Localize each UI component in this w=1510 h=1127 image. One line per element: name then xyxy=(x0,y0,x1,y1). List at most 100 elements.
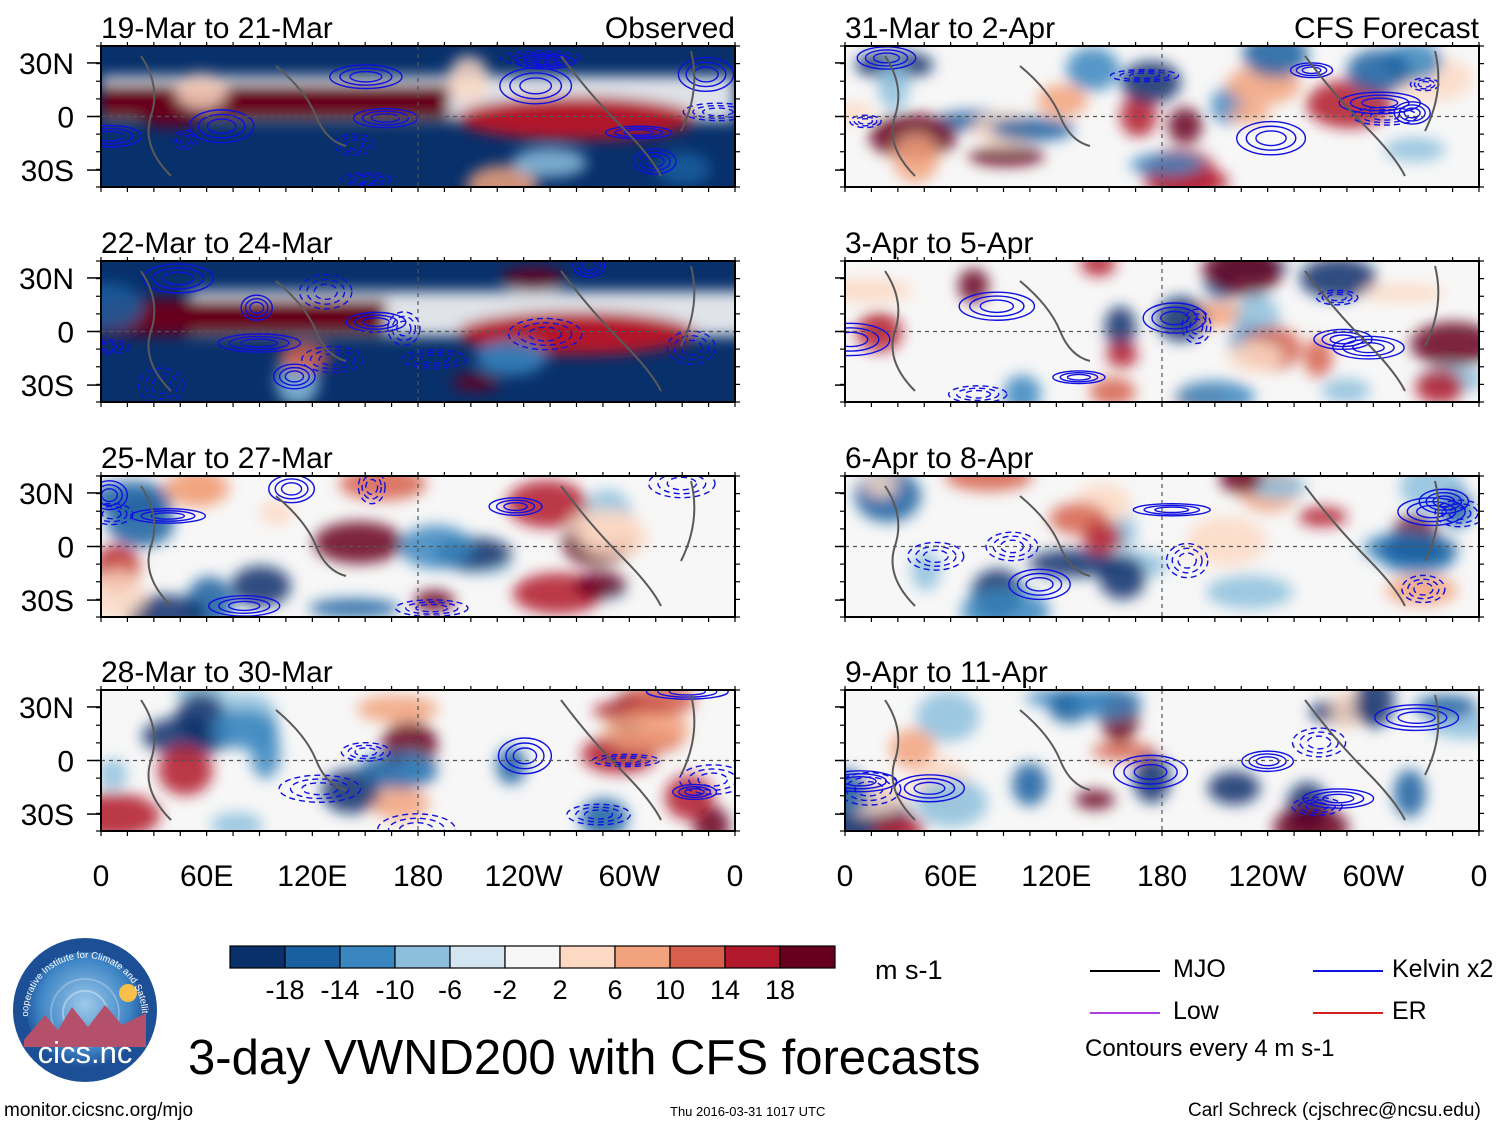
colorbar-swatch xyxy=(284,945,341,969)
legend: MJO Kelvin x2 Low ER Contours every 4 m … xyxy=(1085,955,1505,1075)
contour-line xyxy=(845,773,888,790)
anomaly-blob xyxy=(1066,47,1120,91)
anomaly-blob xyxy=(339,476,427,501)
contour-line xyxy=(129,508,206,524)
contour-line xyxy=(280,482,303,496)
x-tick-label: 180 xyxy=(393,860,443,893)
contour-line xyxy=(179,135,192,145)
y-tick-label: 30S xyxy=(21,799,74,832)
y-tick-label: 30N xyxy=(19,48,74,81)
contour-line xyxy=(1185,313,1208,340)
logo-sun-icon xyxy=(119,984,137,1002)
colorbar-label: 18 xyxy=(765,975,795,1005)
anomaly-blob xyxy=(101,570,145,617)
contour-line xyxy=(334,133,375,156)
legend-swatch-kelvin xyxy=(1313,970,1383,972)
contour-line xyxy=(519,77,553,95)
anomaly-blob xyxy=(1012,762,1048,806)
contour-line xyxy=(405,601,459,615)
contour-line xyxy=(1241,750,1295,773)
y-tick-label: 30S xyxy=(21,370,74,403)
contour-line xyxy=(845,770,898,793)
contour-line xyxy=(1189,318,1204,335)
contour-line xyxy=(1289,62,1334,79)
colorbar-swatch xyxy=(669,945,726,969)
contour-line xyxy=(1407,578,1440,600)
contour-line xyxy=(958,291,1036,321)
anomaly-blob xyxy=(1083,520,1123,555)
x-tick-label: 120E xyxy=(277,860,347,893)
contour-line xyxy=(398,821,435,831)
contour-line xyxy=(528,326,563,342)
contour-line xyxy=(648,476,716,499)
anomaly-blob xyxy=(915,778,988,828)
contour-line xyxy=(101,127,134,145)
anomaly-blob xyxy=(1129,153,1205,177)
anomaly-blob xyxy=(101,792,160,831)
y-tick-label: 0 xyxy=(57,317,74,350)
anomaly-blob xyxy=(574,572,627,599)
anomaly-blob xyxy=(1206,575,1293,609)
anomaly-blob xyxy=(1410,321,1479,367)
footer-website[interactable]: monitor.cicsnc.org/mjo xyxy=(4,1100,194,1121)
anomaly-blob xyxy=(1167,107,1203,145)
contour-line xyxy=(361,476,383,500)
anomaly-blob xyxy=(1036,84,1088,118)
contour-line xyxy=(845,331,869,348)
x-tick-label: 0 xyxy=(727,860,744,893)
x-tick-label: 120W xyxy=(1228,860,1307,893)
map-panel: 19-Mar to 21-Mar Observed 30N 0 30S xyxy=(19,12,740,192)
contour-line xyxy=(1248,753,1287,770)
contour-line xyxy=(1418,488,1470,515)
contour-line xyxy=(591,753,661,768)
anomaly-blob xyxy=(1273,805,1349,831)
panel-date-label: 31-Mar to 2-Apr xyxy=(845,12,1055,45)
contour-line xyxy=(101,130,125,142)
contour-line xyxy=(101,340,124,353)
anomaly-blob xyxy=(210,709,279,750)
contour-line xyxy=(377,813,457,831)
contour-line xyxy=(682,102,735,122)
anomaly-blob xyxy=(1099,555,1146,600)
contour-line xyxy=(566,803,631,826)
contour-line xyxy=(845,771,902,806)
contour-line xyxy=(614,127,664,138)
contour-line xyxy=(1417,80,1432,88)
contour-line xyxy=(1403,107,1421,119)
panel-date-label: 28-Mar to 30-Mar xyxy=(101,656,333,689)
x-tick-label: 120E xyxy=(1021,860,1091,893)
contour-line xyxy=(313,283,338,301)
colorbar-swatch xyxy=(339,945,396,969)
contour-line xyxy=(1133,764,1168,781)
contour-line xyxy=(1332,335,1405,360)
contour-line xyxy=(101,484,124,507)
contour-line xyxy=(1432,495,1456,508)
panel-source-label: Observed xyxy=(605,12,735,45)
contour-line xyxy=(632,148,677,175)
contour-line xyxy=(101,342,118,351)
anomaly-blob xyxy=(1414,694,1478,719)
y-tick-label: 30N xyxy=(19,478,74,511)
contour-line xyxy=(1025,577,1054,592)
contour-line xyxy=(244,297,269,318)
anomaly-blob xyxy=(210,812,263,831)
footer-timestamp: Thu 2016-03-31 1017 UTC xyxy=(670,1104,826,1119)
anomaly-blob xyxy=(1362,283,1445,303)
contour-line xyxy=(1385,707,1448,728)
contour-line xyxy=(849,114,882,129)
panel-source-label: CFS Forecast xyxy=(1294,12,1480,45)
contour-line xyxy=(347,173,385,185)
cics-logo: Cooperative Institute for Climate and Sa… xyxy=(10,935,157,1082)
legend-swatch-mjo xyxy=(1090,970,1160,972)
contour-line xyxy=(301,782,339,796)
anomaly-blob xyxy=(1186,516,1267,566)
anomaly-blob xyxy=(511,147,588,178)
anomaly-blob xyxy=(1175,380,1255,402)
contour-line xyxy=(101,508,122,520)
map-panel: 9-Apr to 11-Apr xyxy=(835,656,1484,836)
panel-date-label: 6-Apr to 8-Apr xyxy=(845,442,1033,475)
contour-line xyxy=(1236,120,1307,156)
panel-date-label: 22-Mar to 24-Mar xyxy=(101,227,333,260)
contour-line xyxy=(1255,756,1280,767)
